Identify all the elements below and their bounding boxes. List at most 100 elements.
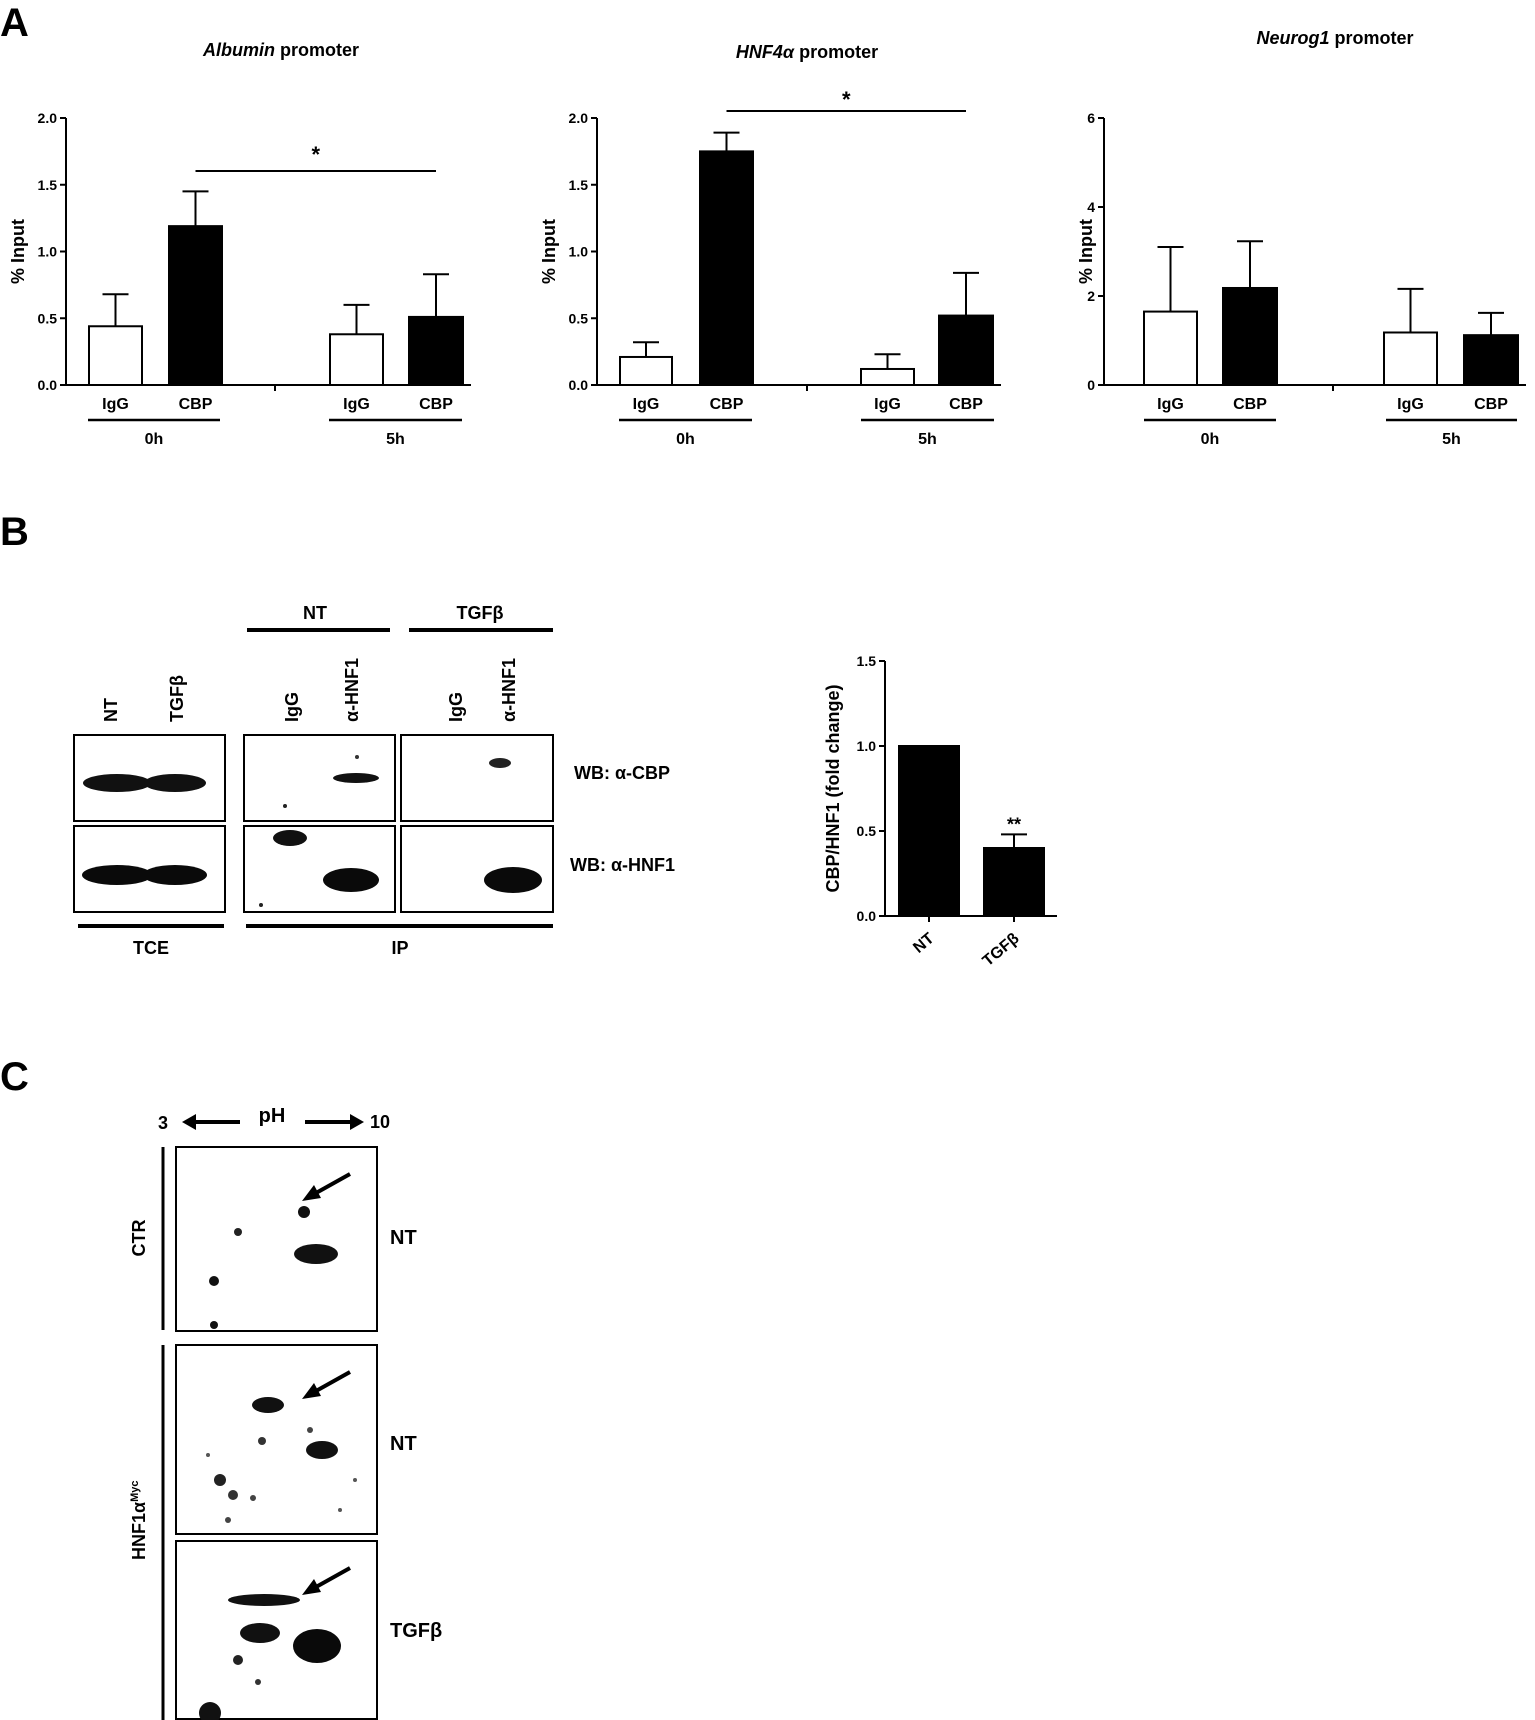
group-label: 0h <box>1201 431 1220 448</box>
spot <box>258 1437 266 1445</box>
group-label-tgfb: TGFβ <box>457 603 504 623</box>
footer-label-ip: IP <box>391 938 408 958</box>
bar <box>699 150 754 386</box>
spot <box>240 1623 280 1643</box>
y-tick-label: 6 <box>1087 110 1095 126</box>
bar <box>938 314 994 386</box>
y-tick-label: 1.5 <box>569 177 589 193</box>
arrow-left-icon <box>182 1114 196 1130</box>
x-category-label: IgG <box>102 396 129 413</box>
y-tick-label: 2.0 <box>569 110 589 126</box>
significance-marker: * <box>311 142 320 167</box>
y-tick-label: 1.0 <box>38 244 58 260</box>
gel-row-label-3: TGFβ <box>390 1620 442 1642</box>
bar <box>1383 331 1438 386</box>
x-category-label: CBP <box>949 396 983 413</box>
y-tick-label: 1.0 <box>569 244 589 260</box>
band <box>489 758 511 768</box>
side-label-hnf1a-main: HNF1α <box>129 1502 149 1560</box>
spot <box>199 1702 221 1720</box>
lane-label-ip-igg-1: IgG <box>282 692 302 722</box>
band <box>143 865 207 885</box>
y-tick-label: 0.5 <box>569 310 589 326</box>
footer-label-tce: TCE <box>133 938 169 958</box>
spot <box>214 1474 226 1486</box>
significance-marker: * <box>842 87 851 112</box>
x-category-label: IgG <box>633 396 660 413</box>
blot-ip-tgfb-hnf1 <box>400 825 554 913</box>
ph-high-label: 10 <box>370 1112 390 1132</box>
panel-letter-a: A <box>0 1 29 45</box>
y-tick-label: 2 <box>1087 288 1095 304</box>
x-category-label: IgG <box>1397 396 1424 413</box>
side-label-hnf1a-sup: Myc <box>129 1481 141 1502</box>
chart-title-rest: promoter <box>275 40 359 60</box>
y-tick-label: 1.5 <box>38 177 58 193</box>
chart-cbp-hnf1-fold-change: CBP/HNF1 (fold change) 0.0 0.5 1.0 1.5 NT TGFβ… <box>823 653 1057 970</box>
chart-title: Neurog1 promoter <box>1256 28 1413 48</box>
y-tick-label: 1.5 <box>857 653 877 669</box>
chart-title-rest: promoter <box>1330 28 1414 48</box>
wb-label-cbp: WB: α-CBP <box>574 763 670 783</box>
chart-title-rest: promoter <box>794 42 878 62</box>
bar <box>1143 310 1198 387</box>
speck <box>283 804 287 808</box>
band <box>144 774 206 792</box>
arrow-line <box>315 1370 351 1393</box>
arrow-icon <box>302 1579 321 1595</box>
significance-marker: ** <box>1007 814 1021 834</box>
bar <box>860 367 915 387</box>
spot <box>228 1594 300 1606</box>
blot-ip-nt-hnf1 <box>243 825 396 913</box>
band <box>82 865 152 885</box>
spot <box>307 1427 313 1433</box>
spot <box>206 1453 210 1457</box>
lane-label-tce-tgfb: TGFβ <box>167 675 187 722</box>
bar <box>983 847 1045 917</box>
side-label-hnf1a: HNF1αMyc <box>129 1481 149 1560</box>
chart-title-italic: Neurog1 <box>1256 28 1329 48</box>
wb-label-hnf1: WB: α-HNF1 <box>570 855 675 875</box>
chart-hnf4a-promoter: HNF4α promoter % Input 0.0 0.5 1.0 1.5 2.0 IgG C… <box>539 42 1001 448</box>
western-blot-panel: NT TGFβ NT TGFβ IgG α-HNF1 IgG α-HNF1 W <box>73 603 675 958</box>
bar <box>408 315 464 387</box>
band <box>484 867 542 893</box>
x-category-label: CBP <box>419 396 453 413</box>
x-category-label: IgG <box>343 396 370 413</box>
x-category-label: TGFβ <box>980 930 1023 970</box>
gel-row-label-2: NT <box>390 1433 417 1455</box>
spot <box>306 1441 338 1459</box>
ph-low-label: 3 <box>158 1113 168 1133</box>
chart-title-italic: Albumin <box>202 40 275 60</box>
group-label: 0h <box>676 431 695 448</box>
2d-gel-panel: 3 pH 10 CTR HNF1αMyc <box>129 1105 442 1720</box>
lane-label-ip-hnf1-1: α-HNF1 <box>342 658 362 722</box>
bar <box>329 333 384 386</box>
y-axis-label: CBP/HNF1 (fold change) <box>823 684 843 892</box>
band <box>83 774 151 792</box>
y-tick-label: 0.0 <box>857 908 877 924</box>
spot <box>298 1206 310 1218</box>
arrow-icon <box>302 1383 321 1399</box>
spot <box>225 1517 231 1523</box>
lane-label-tce-nt: NT <box>101 698 121 722</box>
chart-title-italic: HNF4α <box>736 42 795 62</box>
side-label-ctr: CTR <box>129 1220 149 1257</box>
arrow-right-icon <box>350 1114 364 1130</box>
spot <box>234 1228 242 1236</box>
y-tick-label: 0.0 <box>38 377 58 393</box>
x-category-label: CBP <box>179 396 213 413</box>
bar <box>619 355 673 386</box>
x-category-label: CBP <box>1233 396 1267 413</box>
spot <box>338 1508 342 1512</box>
y-tick-label: 1.0 <box>857 738 877 754</box>
y-axis-label: % Input <box>1076 219 1096 284</box>
y-tick-label: 4 <box>1087 199 1095 215</box>
bar <box>898 745 960 917</box>
spot <box>210 1321 218 1329</box>
spot <box>252 1397 284 1413</box>
band <box>333 773 379 783</box>
arrow-line <box>315 1566 351 1589</box>
spot <box>255 1679 261 1685</box>
